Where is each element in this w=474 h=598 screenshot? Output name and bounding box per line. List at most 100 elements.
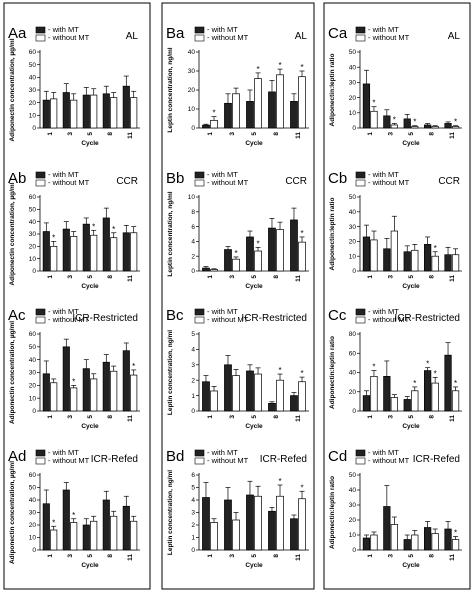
x-tick-label: 5 bbox=[408, 275, 415, 279]
x-tick-label: 5 bbox=[408, 415, 415, 419]
bar-with-mt bbox=[362, 395, 371, 412]
bar-with-mt bbox=[62, 92, 70, 129]
y-tick-label: 60 bbox=[29, 49, 37, 56]
x-tick-label: 8 bbox=[273, 415, 280, 419]
bar-with-mt bbox=[202, 267, 210, 272]
bar-without-mt bbox=[276, 495, 284, 551]
y-tick-label: 50 bbox=[29, 485, 37, 492]
legend-label-with-mt: - with MT bbox=[207, 170, 238, 179]
y-tick-label: 0 bbox=[32, 268, 36, 275]
y-tick-label: 10 bbox=[29, 395, 37, 402]
bar-with-mt bbox=[62, 228, 70, 272]
y-tick-label: 4 bbox=[191, 239, 195, 246]
y-tick-label: 20 bbox=[349, 95, 357, 102]
y-tick-label: 0 bbox=[352, 547, 356, 554]
y-tick-label: 10 bbox=[29, 113, 37, 120]
significance-star: * bbox=[278, 61, 281, 70]
x-tick-label: 8 bbox=[428, 275, 435, 279]
bar-without-mt bbox=[370, 534, 378, 551]
bar-with-mt bbox=[383, 248, 391, 272]
x-tick-label: 5 bbox=[87, 554, 94, 558]
x-tick-label: 11 bbox=[127, 415, 134, 422]
y-axis-label: Adiponectin:leptin ratio bbox=[329, 198, 336, 271]
x-tick-label: 1 bbox=[367, 132, 374, 136]
x-axis-label: Cycle bbox=[81, 423, 99, 430]
significance-star: * bbox=[300, 483, 303, 492]
significance-star: * bbox=[434, 244, 437, 253]
legend-swatch-without-mt bbox=[194, 179, 205, 187]
bar-with-mt bbox=[224, 499, 232, 551]
y-tick-label: 0 bbox=[191, 408, 195, 415]
x-axis-label: Cycle bbox=[81, 140, 99, 147]
bar-with-mt bbox=[202, 381, 210, 412]
x-axis-label: Cycle bbox=[245, 562, 263, 569]
bar-without-mt bbox=[431, 382, 439, 412]
bar-without-mt bbox=[298, 76, 306, 129]
x-tick-label: 1 bbox=[47, 132, 54, 136]
x-axis-label: Cycle bbox=[81, 283, 99, 290]
x-tick-label: 3 bbox=[229, 275, 236, 279]
panel-Cb: Cb CCR - with MT- without MT 0 10 20 30 40 50 Adi… bbox=[328, 170, 462, 290]
legend-label-with-mt: - with MT bbox=[368, 448, 399, 457]
panel-label: Ab bbox=[8, 170, 26, 187]
y-tick-label: 5 bbox=[191, 331, 195, 338]
panel-label: Bd bbox=[166, 448, 184, 465]
y-tick-label: 50 bbox=[29, 62, 37, 69]
bar-with-mt bbox=[290, 518, 298, 551]
legend-label-without-mt: - without MT bbox=[48, 178, 90, 187]
x-tick-label: 11 bbox=[127, 554, 134, 561]
y-tick-label: 50 bbox=[349, 472, 357, 479]
bar-with-mt bbox=[224, 102, 232, 129]
legend-swatch-with-mt bbox=[194, 449, 205, 457]
panel-label: Cd bbox=[328, 448, 347, 465]
legend-swatch-with-mt bbox=[355, 171, 366, 179]
panel-label: Ac bbox=[8, 307, 26, 324]
panel-Bd: Bd ICR-Refed - with MT- without MT 0 1 2 3 4 5 6 L… bbox=[166, 448, 309, 569]
bar-without-mt bbox=[431, 126, 439, 129]
significance-star: * bbox=[454, 118, 457, 127]
bar-without-mt bbox=[70, 236, 78, 272]
legend-swatch-without-mt bbox=[355, 457, 366, 465]
bar-without-mt bbox=[411, 390, 419, 412]
panel-label: Bc bbox=[166, 307, 184, 324]
condition-label: ICR-Refed bbox=[413, 454, 460, 465]
x-tick-label: 1 bbox=[207, 275, 214, 279]
bar-with-mt bbox=[82, 94, 90, 129]
bar-without-mt bbox=[276, 229, 284, 272]
y-tick-label: 30 bbox=[188, 68, 196, 75]
legend-swatch-with-mt bbox=[194, 171, 205, 179]
bar-without-mt bbox=[210, 522, 218, 551]
x-tick-label: 8 bbox=[107, 132, 114, 136]
bar-with-mt bbox=[424, 124, 432, 129]
significance-star: * bbox=[256, 65, 259, 74]
bar-with-mt bbox=[362, 537, 371, 551]
bar-with-mt bbox=[403, 539, 411, 551]
bar-without-mt bbox=[90, 520, 98, 551]
significance-star: * bbox=[393, 115, 396, 124]
significance-star: * bbox=[434, 369, 437, 378]
legend-label-without-mt: - without MT bbox=[368, 456, 410, 465]
x-tick-label: 8 bbox=[107, 275, 114, 279]
x-tick-label: 5 bbox=[251, 554, 258, 558]
x-tick-label: 1 bbox=[207, 132, 214, 136]
y-tick-label: 2 bbox=[191, 522, 195, 529]
y-tick-label: 60 bbox=[29, 331, 37, 338]
x-axis-label: Cycle bbox=[402, 562, 420, 569]
bar-with-mt bbox=[444, 528, 452, 551]
bar-with-mt bbox=[268, 227, 276, 272]
panel-Bc: Bc ICR-Restricted- with MT- without MT 0 1 2… bbox=[166, 307, 309, 430]
bar-without-mt bbox=[411, 534, 419, 551]
significance-star: * bbox=[413, 379, 416, 388]
condition-label: AL bbox=[295, 31, 308, 42]
y-tick-label: 40 bbox=[349, 370, 357, 377]
bar-without-mt bbox=[232, 258, 240, 272]
x-tick-label: 3 bbox=[229, 554, 236, 558]
significance-star: * bbox=[72, 511, 75, 520]
legend-swatch-with-mt bbox=[355, 26, 366, 34]
legend-swatch-with-mt bbox=[355, 449, 366, 457]
x-axis-label: Cycle bbox=[402, 140, 420, 147]
y-tick-label: 20 bbox=[349, 517, 357, 524]
x-tick-label: 11 bbox=[449, 554, 456, 561]
significance-star: * bbox=[72, 377, 75, 386]
bar-with-mt bbox=[62, 346, 70, 412]
